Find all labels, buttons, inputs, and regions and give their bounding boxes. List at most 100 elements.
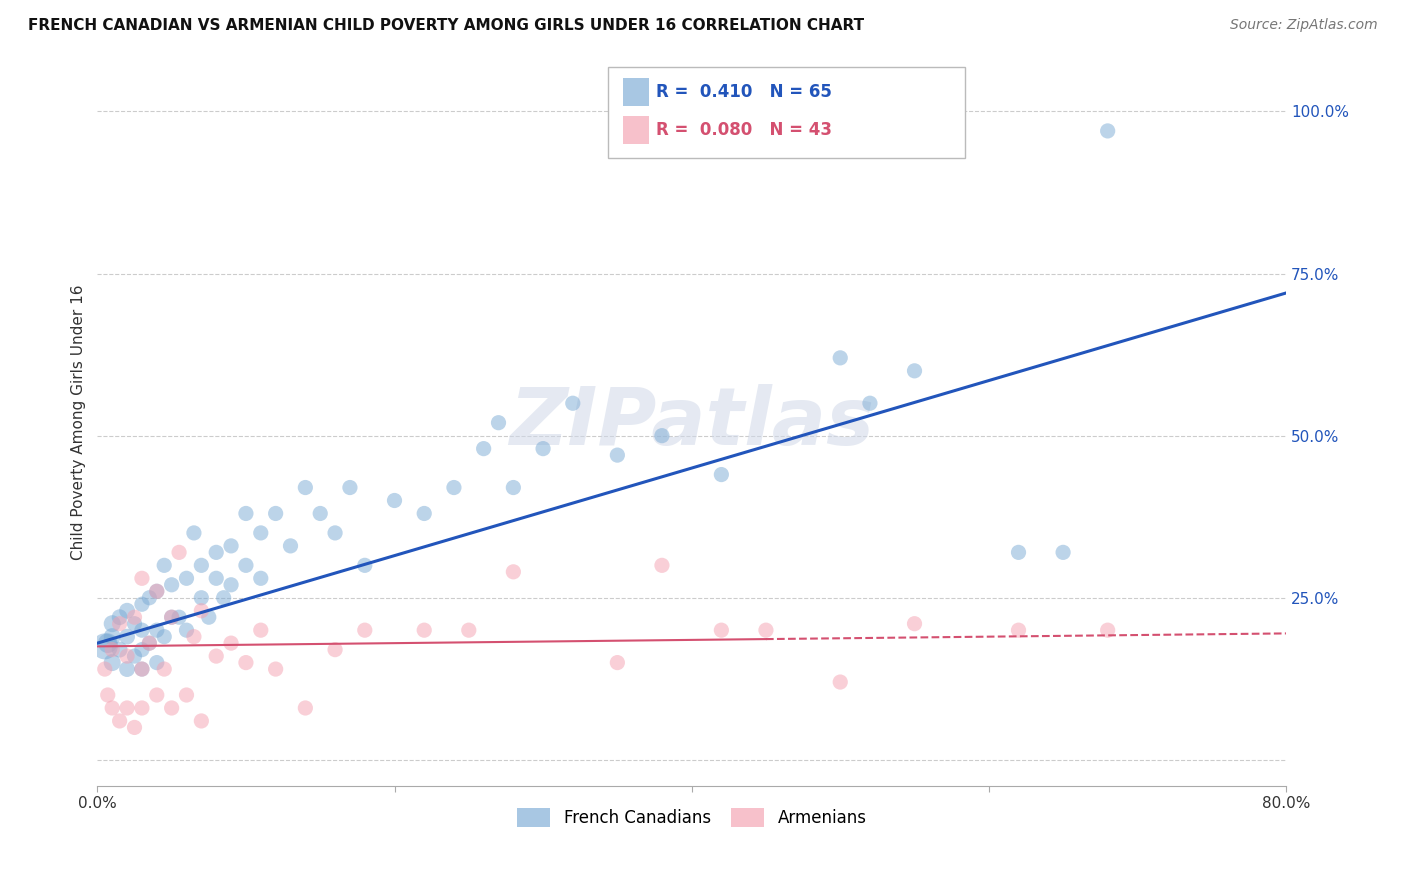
Point (124, 616, 146, 631)
Point (249, 623, 271, 637)
Point (264, 662, 287, 676)
Point (531, 442, 554, 456)
Point (183, 630, 205, 644)
Point (115, 649, 138, 664)
Point (205, 571, 228, 585)
Y-axis label: Child Poverty Among Girls Under 16: Child Poverty Among Girls Under 16 (72, 285, 86, 560)
Point (502, 481, 524, 495)
Point (488, 416, 510, 430)
Point (131, 662, 153, 676)
Point (606, 656, 628, 670)
Point (160, 610, 183, 624)
FancyBboxPatch shape (623, 78, 648, 106)
Point (212, 591, 235, 605)
Legend: French Canadians, Armenians: French Canadians, Armenians (509, 799, 875, 836)
Point (443, 481, 465, 495)
Point (384, 493, 406, 508)
Point (153, 558, 176, 573)
Point (176, 571, 198, 585)
Point (457, 623, 479, 637)
Point (115, 662, 138, 676)
Point (183, 525, 205, 540)
Point (1097, 623, 1119, 637)
Point (323, 525, 346, 540)
Point (502, 565, 524, 579)
Point (101, 630, 124, 644)
Point (1097, 124, 1119, 138)
Point (153, 662, 176, 676)
Point (903, 364, 925, 378)
Point (353, 558, 375, 573)
Point (108, 616, 131, 631)
Point (138, 636, 160, 650)
Point (830, 675, 852, 690)
Point (160, 701, 183, 715)
Point (101, 616, 124, 631)
Point (108, 714, 131, 728)
Point (124, 649, 146, 664)
Point (353, 623, 375, 637)
Point (413, 507, 436, 521)
Point (280, 539, 302, 553)
Point (651, 428, 673, 442)
Point (94, 640, 117, 654)
Point (205, 649, 228, 664)
Point (205, 545, 228, 559)
Point (190, 591, 212, 605)
Text: ZIPatlas: ZIPatlas (509, 384, 875, 462)
Point (160, 578, 183, 592)
Point (1007, 623, 1029, 637)
Point (219, 636, 242, 650)
Point (167, 545, 190, 559)
Point (190, 558, 212, 573)
Point (115, 630, 138, 644)
Point (235, 656, 257, 670)
Point (235, 558, 257, 573)
Point (131, 571, 153, 585)
Point (138, 591, 160, 605)
Point (1007, 545, 1029, 559)
Point (323, 642, 346, 657)
Point (94, 662, 117, 676)
Point (264, 507, 287, 521)
Point (219, 539, 242, 553)
FancyBboxPatch shape (609, 67, 965, 158)
Point (131, 597, 153, 611)
Point (115, 604, 138, 618)
Text: R =  0.410   N = 65: R = 0.410 N = 65 (657, 83, 832, 102)
Point (108, 610, 131, 624)
Point (97, 636, 120, 650)
Text: FRENCH CANADIAN VS ARMENIAN CHILD POVERTY AMONG GIRLS UNDER 16 CORRELATION CHART: FRENCH CANADIAN VS ARMENIAN CHILD POVERT… (28, 18, 865, 33)
Point (108, 642, 131, 657)
Point (146, 584, 169, 599)
Point (413, 623, 436, 637)
Point (146, 656, 169, 670)
Text: R =  0.080   N = 43: R = 0.080 N = 43 (657, 121, 832, 139)
Point (190, 714, 212, 728)
Point (197, 610, 219, 624)
Point (309, 507, 332, 521)
Point (176, 688, 198, 702)
Point (153, 630, 176, 644)
Point (146, 584, 169, 599)
Point (339, 481, 361, 495)
Point (131, 642, 153, 657)
Point (101, 642, 124, 657)
Point (294, 701, 316, 715)
Point (830, 351, 852, 365)
Point (755, 623, 778, 637)
Point (561, 396, 583, 410)
Point (160, 610, 183, 624)
Point (249, 525, 271, 540)
Text: Source: ZipAtlas.com: Source: ZipAtlas.com (1230, 18, 1378, 32)
Point (710, 623, 733, 637)
Point (249, 571, 271, 585)
Point (101, 701, 124, 715)
Point (146, 623, 169, 637)
Point (138, 636, 160, 650)
Point (235, 507, 257, 521)
Point (131, 623, 153, 637)
Point (131, 701, 153, 715)
Point (101, 656, 124, 670)
Point (146, 688, 169, 702)
